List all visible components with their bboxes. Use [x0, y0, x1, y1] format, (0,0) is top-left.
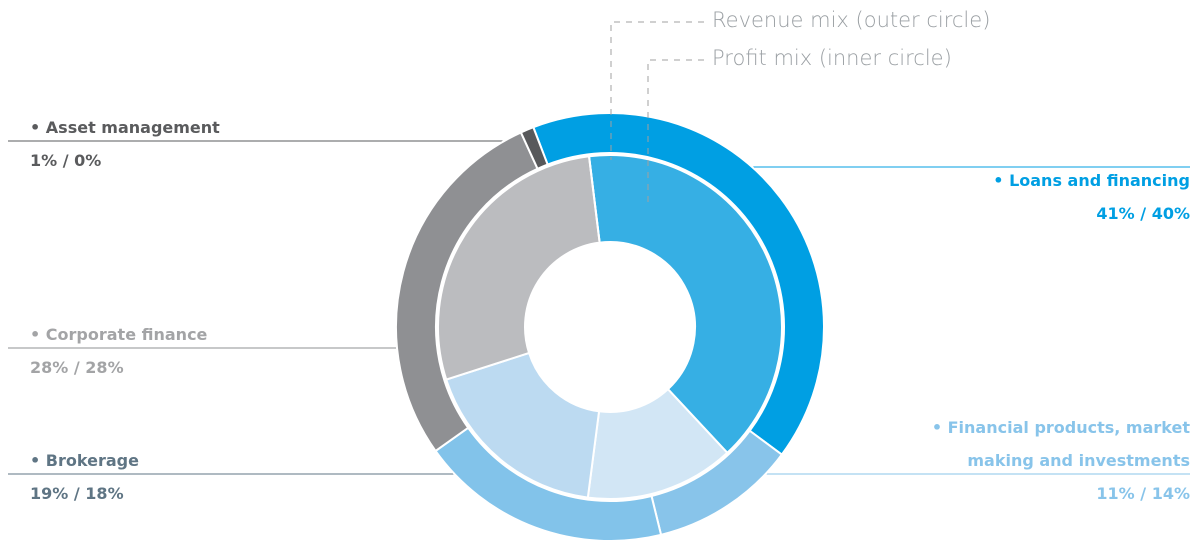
separator: / [73, 358, 80, 377]
separator: / [1140, 484, 1147, 503]
separator: / [73, 484, 80, 503]
value-labels: 28% / 28% [30, 351, 430, 384]
separator: / [1140, 204, 1147, 223]
ring-segment [532, 112, 825, 456]
category-name: Financial products, market making and in… [860, 411, 1190, 477]
category-label: Financial products, market making and in… [860, 411, 1190, 510]
value-labels: 19% / 18% [30, 477, 430, 510]
ring-segment [437, 155, 601, 381]
value-labels: 41% / 40% [790, 197, 1190, 230]
legend-outer: Revenue mix (outer circle) [712, 8, 991, 32]
profit-value: 0% [74, 151, 102, 170]
revenue-value: 19% [30, 484, 69, 503]
revenue-value: 28% [30, 358, 69, 377]
profit-value: 40% [1151, 204, 1190, 223]
revenue-value: 41% [1096, 204, 1135, 223]
legend-pointer [610, 21, 704, 160]
separator: / [62, 151, 69, 170]
legend-inner: Profit mix (inner circle) [712, 46, 952, 70]
category-name: Brokerage [30, 444, 430, 477]
profit-value: 28% [85, 358, 124, 377]
category-name: Loans and financing [790, 164, 1190, 197]
profit-value: 18% [85, 484, 124, 503]
revenue-value: 11% [1096, 484, 1135, 503]
value-labels: 11% / 14% [860, 477, 1190, 510]
ring-segment [587, 154, 783, 455]
ring-segment [519, 125, 549, 171]
category-name: Asset management [30, 111, 430, 144]
value-labels: 1% / 0% [30, 144, 430, 177]
revenue-value: 1% [30, 151, 58, 170]
legend-pointers [610, 21, 704, 205]
profit-value: 14% [1151, 484, 1190, 503]
category-name: Corporate finance [30, 318, 430, 351]
ring-segment [444, 351, 601, 499]
rings [395, 112, 825, 540]
